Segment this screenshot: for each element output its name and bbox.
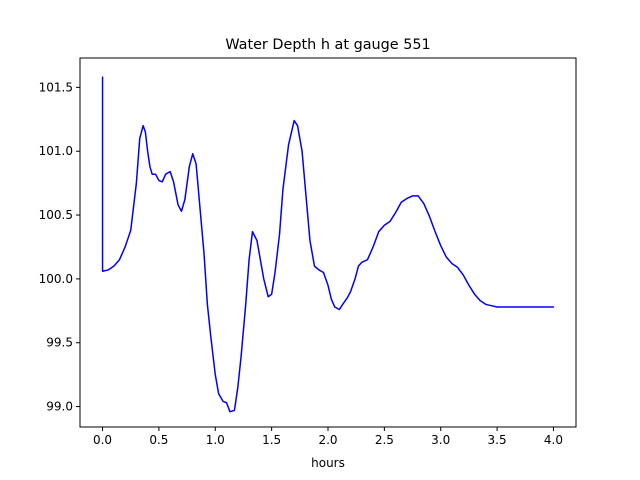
x-tick-label: 4.0 (544, 433, 563, 447)
y-tick-label: 99.0 (46, 400, 73, 414)
x-axis-label: hours (311, 456, 345, 470)
plot-area: 0.0 0.5 1.0 1.5 2.0 2.5 3.0 3.5 4.0 99.0 99.5 100.… (39, 57, 577, 447)
y-tick-label: 101.0 (39, 144, 73, 158)
x-tick-label: 0.5 (149, 433, 168, 447)
x-tick-label: 1.5 (262, 433, 281, 447)
x-tick-label: 3.5 (488, 433, 507, 447)
y-tick-label: 100.0 (39, 272, 73, 286)
series-line (101, 76, 555, 413)
x-axis: 0.0 0.5 1.0 1.5 2.0 2.5 3.0 3.5 4.0 (93, 427, 563, 447)
x-tick-label: 1.0 (206, 433, 225, 447)
y-tick-label: 100.5 (39, 208, 73, 222)
y-tick-label: 99.5 (46, 336, 73, 350)
chart-title: Water Depth h at gauge 551 (225, 37, 430, 53)
x-tick-label: 0.0 (93, 433, 112, 447)
x-tick-label: 2.5 (375, 433, 394, 447)
y-axis: 99.0 99.5 100.0 100.5 101.0 101.5 (39, 80, 80, 414)
y-tick-label: 101.5 (39, 80, 73, 94)
series-layer (101, 76, 555, 413)
x-tick-label: 2.0 (318, 433, 337, 447)
x-tick-label: 3.0 (431, 433, 450, 447)
